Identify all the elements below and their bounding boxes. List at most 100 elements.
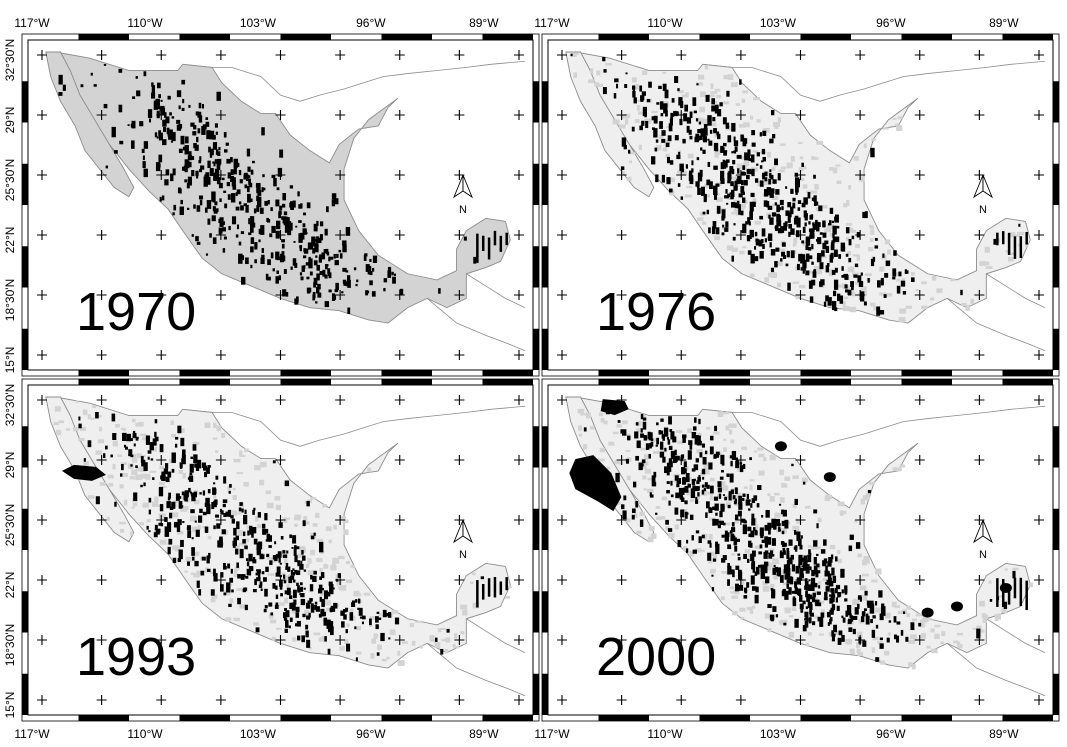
land-use-dot [298, 236, 302, 239]
land-use-dot [204, 207, 208, 213]
graticule-cross [394, 230, 405, 240]
land-cover-patch [846, 236, 850, 241]
land-use-dot [716, 131, 720, 136]
land-cover-patch [911, 618, 917, 622]
land-cover-patch [605, 62, 612, 66]
land-use-dot [764, 536, 768, 544]
land-use-dot [341, 621, 345, 628]
land-cover-patch [640, 447, 647, 451]
land-use-dot [739, 465, 744, 473]
land-cover-patch [72, 427, 79, 432]
land-use-dot [274, 604, 279, 609]
land-use-dot [825, 295, 829, 302]
land-use-dot [310, 574, 313, 580]
land-use-dot [686, 548, 689, 553]
land-use-dot [313, 282, 317, 288]
land-use-dot [345, 281, 349, 287]
land-use-dot [186, 151, 190, 154]
land-use-dot [212, 487, 216, 495]
land-cover-patch [700, 549, 705, 552]
land-cover-patch [628, 160, 633, 164]
land-use-dot [654, 147, 658, 152]
land-use-dot [747, 155, 751, 160]
land-use-dot [157, 82, 161, 89]
land-use-dot [493, 576, 497, 598]
land-use-dot [694, 435, 699, 445]
land-use-dot [679, 118, 683, 126]
graticule-cross [275, 395, 286, 405]
graticule-cross [96, 350, 107, 360]
land-use-dot [788, 587, 792, 595]
land-use-dot [815, 219, 818, 224]
land-use-dot [164, 526, 170, 537]
land-cover-patch [897, 116, 903, 120]
land-use-dot [620, 166, 625, 170]
land-use-dot [332, 587, 335, 590]
land-use-dot [692, 549, 697, 554]
frame-bar-right [1053, 246, 1059, 288]
land-use-dot [58, 92, 63, 96]
land-use-dot [333, 253, 336, 259]
land-use-dot [761, 160, 764, 163]
graticule-cross [335, 290, 346, 300]
latitude-label: 29°N [3, 452, 17, 479]
land-use-dot [828, 577, 832, 582]
land-use-dot [181, 491, 185, 496]
land-use-dot [261, 127, 265, 136]
land-use-dot [848, 545, 853, 552]
land-use-dot [168, 133, 173, 140]
frame-bar-right [533, 591, 539, 633]
land-cover-patch [330, 564, 337, 571]
land-use-dot [996, 578, 999, 607]
land-use-dot [768, 529, 771, 535]
land-use-dot [819, 262, 824, 270]
frame-bar-left [542, 508, 548, 550]
land-use-dot [710, 435, 714, 441]
land-cover-patch [799, 177, 805, 182]
land-use-dot [794, 618, 799, 628]
land-cover-patch [784, 476, 791, 481]
graticule-cross [1034, 695, 1044, 705]
land-use-dot [306, 639, 311, 648]
land-use-dot [833, 624, 838, 633]
land-use-dot [851, 235, 855, 240]
land-use-dot [142, 161, 146, 169]
land-cover-patch [397, 660, 405, 666]
land-use-dot [111, 413, 116, 422]
graticule-cross [855, 50, 866, 60]
land-use-dot [213, 482, 216, 485]
land-use-dot [852, 628, 856, 635]
land-use-dot [774, 158, 778, 166]
land-use-dot [776, 213, 780, 223]
land-use-dot [259, 207, 264, 214]
land-use-dot [335, 282, 339, 291]
land-use-dot [105, 165, 109, 169]
land-cover-patch [618, 124, 626, 129]
graticule-cross [974, 455, 985, 465]
land-use-dot [824, 240, 829, 245]
land-cover-patch [647, 477, 652, 481]
land-use-dot [236, 562, 239, 568]
land-use-dot [199, 508, 203, 514]
graticule-cross [394, 695, 405, 705]
land-cover-patch [675, 430, 683, 433]
land-use-dot [155, 162, 161, 172]
land-use-dot [249, 531, 252, 535]
land-cover-patch [338, 555, 345, 560]
land-use-dot [124, 446, 128, 450]
land-use-dot [160, 475, 163, 480]
land-use-dot [827, 561, 832, 567]
land-use-dot [825, 565, 828, 572]
graticule-cross [557, 575, 567, 585]
land-use-dot [314, 239, 318, 242]
land-use-dot [220, 584, 224, 592]
land-use-dot [304, 229, 307, 233]
land-use-dot [989, 599, 993, 602]
land-use-dot [316, 236, 320, 244]
land-cover-patch [313, 632, 321, 636]
graticule-cross [156, 455, 167, 465]
land-use-dot [218, 232, 222, 236]
land-use-dot [708, 507, 713, 514]
land-use-dot [826, 611, 831, 618]
